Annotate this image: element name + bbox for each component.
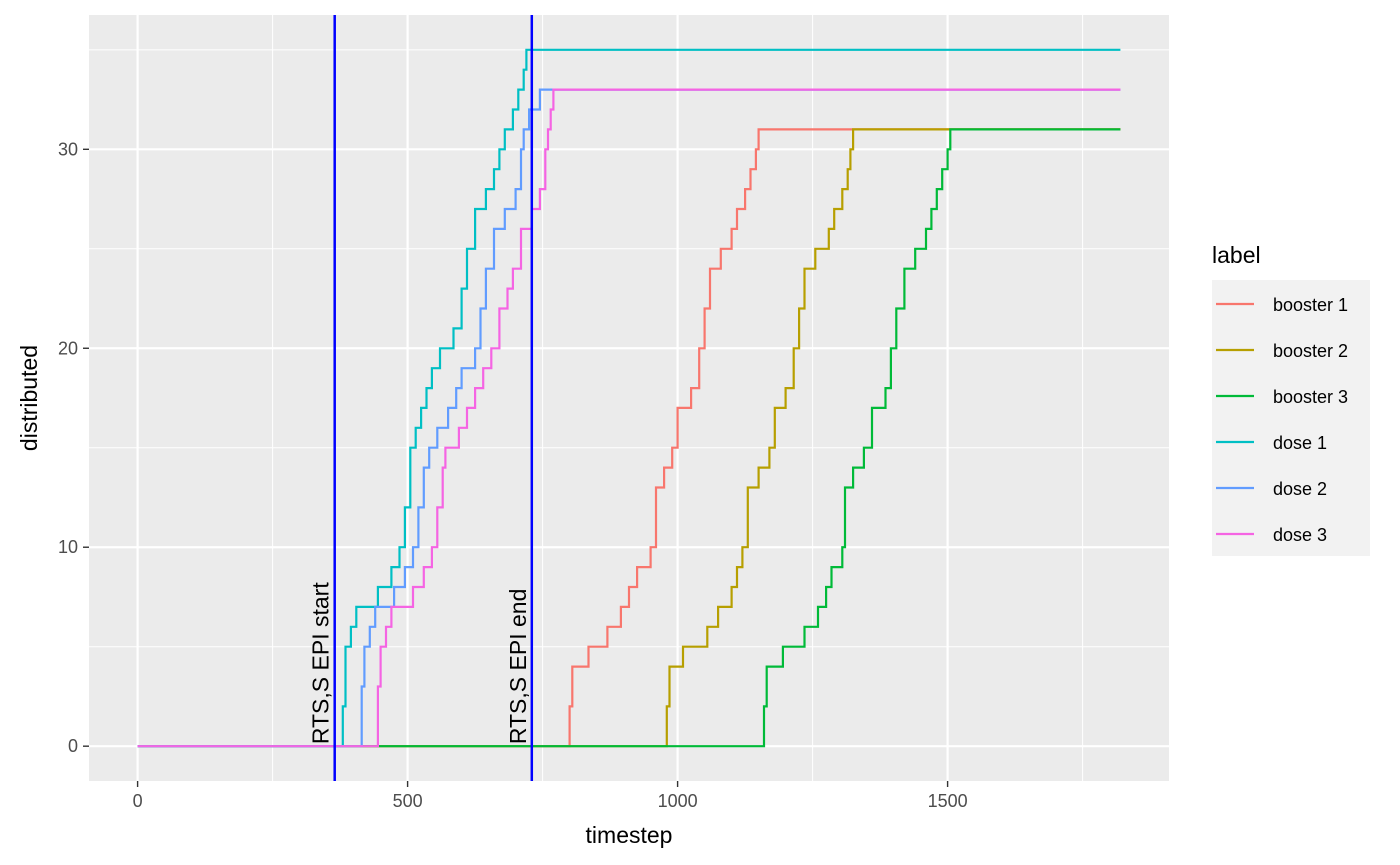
y-tick-label: 30	[58, 139, 78, 159]
major-grid	[89, 15, 1169, 781]
series-line-booster-3	[137, 128, 1121, 748]
x-tick-label: 0	[133, 791, 143, 811]
series-line-booster-1	[137, 128, 1121, 748]
y-tick-label: 10	[58, 537, 78, 557]
legend-label-dose-3: dose 3	[1273, 525, 1327, 545]
series-lines	[137, 48, 1121, 748]
legend-label-dose-2: dose 2	[1273, 479, 1327, 499]
series-line-booster-2	[137, 128, 1121, 748]
legend: label booster 1 booster 2 booster 3 dose 1 d…	[1212, 242, 1370, 556]
panel-background	[89, 15, 1169, 781]
series-line-dose-2	[137, 88, 1121, 748]
x-tick-label: 1500	[928, 791, 968, 811]
legend-label-booster-1: booster 1	[1273, 295, 1348, 315]
legend-label-booster-2: booster 2	[1273, 341, 1348, 361]
series-line-dose-3	[137, 88, 1121, 748]
x-axis: 0 500 1000 1500	[133, 781, 968, 811]
x-axis-title: timestep	[586, 822, 673, 848]
x-tick-label: 500	[393, 791, 423, 811]
legend-label-booster-3: booster 3	[1273, 387, 1348, 407]
legend-title: label	[1212, 242, 1261, 268]
x-tick-label: 1000	[658, 791, 698, 811]
annotation-label-1: RTS,S EPI start	[308, 582, 334, 745]
series-line-dose-1	[137, 48, 1121, 748]
annotations: RTS,S EPI start RTS,S EPI end	[308, 15, 534, 781]
y-tick-label: 20	[58, 338, 78, 358]
y-axis: 0 10 20 30	[58, 139, 89, 756]
y-tick-label: 0	[68, 736, 78, 756]
legend-label-dose-1: dose 1	[1273, 433, 1327, 453]
minor-grid	[89, 15, 1169, 781]
annotation-label-2: RTS,S EPI end	[505, 589, 531, 745]
y-axis-title: distributed	[16, 345, 42, 451]
